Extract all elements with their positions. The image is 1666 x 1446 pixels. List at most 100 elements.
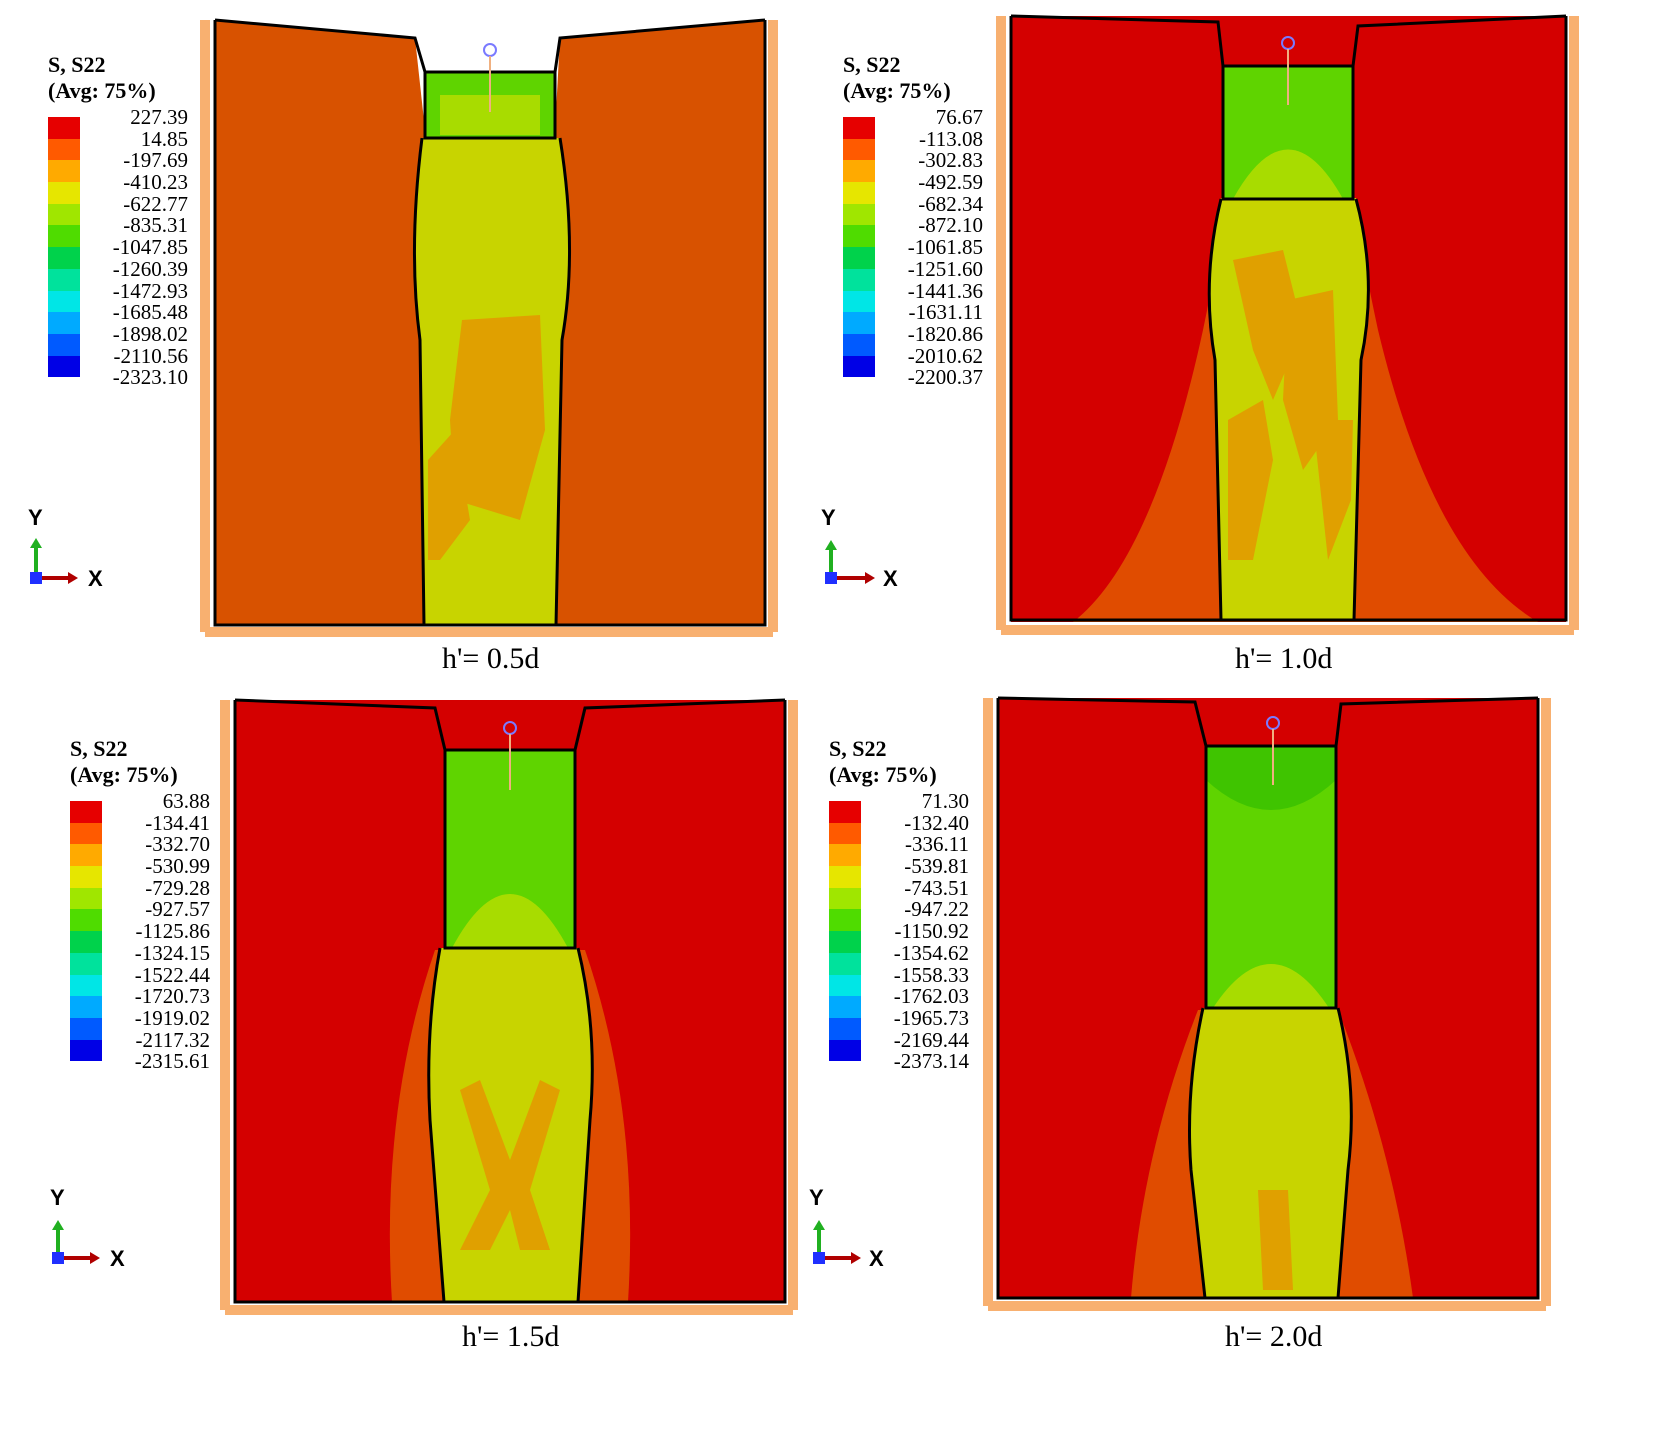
panel-h15: S, S22 (Avg: 75%) 63.88 -134.41 -332.70 … <box>0 690 833 1413</box>
legend-swatch <box>843 312 875 334</box>
legend-value: -1631.11 <box>908 300 983 325</box>
legend-swatch <box>70 952 102 975</box>
legend-value: -1919.02 <box>134 1005 210 1030</box>
panel-caption: h'= 1.0d <box>1235 642 1333 675</box>
axis-y-label: Y <box>28 505 43 530</box>
axis-x-label: X <box>883 566 898 591</box>
legend-swatch <box>48 312 80 334</box>
legend-value: -2010.62 <box>907 343 983 368</box>
legend-swatch <box>70 996 102 1018</box>
legend-value: -336.11 <box>905 832 969 857</box>
legend-swatch <box>48 333 80 356</box>
legend-swatch <box>70 866 102 888</box>
legend-value: -132.40 <box>904 810 969 835</box>
legend-value: -410.23 <box>123 170 188 195</box>
legend-value: -1558.33 <box>893 962 969 987</box>
legend-swatch <box>48 225 80 248</box>
panel-h05: S, S22 (Avg: 75%) 227.39 14.85 -197.69 -… <box>0 0 833 723</box>
contour-plot-h05 <box>30 18 778 637</box>
legend-value: -1820.86 <box>907 321 983 346</box>
legend-swatch <box>829 822 861 845</box>
legend-swatch <box>48 247 80 269</box>
legend-swatch <box>829 1017 861 1040</box>
legend-swatch <box>70 909 102 932</box>
legend-value: -302.83 <box>918 148 983 173</box>
axis-y-label: Y <box>821 505 836 530</box>
legend-value: 63.88 <box>162 789 210 813</box>
legend-value: -1260.39 <box>112 256 188 281</box>
axis-y-label: Y <box>50 1185 65 1210</box>
legend-value: 227.39 <box>130 105 188 129</box>
legend-swatch <box>70 1039 102 1062</box>
legend-swatch <box>70 931 102 953</box>
legend-value: -1472.93 <box>112 278 188 303</box>
axis-x-label: X <box>869 1246 884 1271</box>
legend-swatch <box>829 952 861 975</box>
soil-body-right <box>555 20 765 625</box>
load-marker <box>483 43 497 57</box>
legend-value: -539.81 <box>904 854 969 879</box>
legend-swatch <box>70 801 102 823</box>
legend-value: -2169.44 <box>893 1027 969 1052</box>
legend-subtitle: (Avg: 75%) <box>70 762 178 787</box>
legend-swatch <box>843 225 875 248</box>
legend-value: -872.10 <box>918 213 983 238</box>
legend-value: -492.59 <box>918 170 983 195</box>
legend-value: -134.41 <box>145 810 210 835</box>
legend-value: 76.67 <box>935 105 983 129</box>
contour-plot-h15 <box>52 698 798 1315</box>
legend-value: -2315.61 <box>134 1049 210 1074</box>
legend-value: -1251.60 <box>907 256 983 281</box>
legend-value: -2373.14 <box>893 1049 969 1074</box>
legend: S, S22 (Avg: 75%) 71.30 -132.40 -336.11 … <box>829 736 969 1072</box>
legend-value: -113.08 <box>919 126 983 151</box>
legend-value: -622.77 <box>123 191 188 216</box>
legend-value: -332.70 <box>145 832 210 857</box>
pile-lower <box>428 948 593 1302</box>
legend-value: -927.57 <box>145 897 210 922</box>
legend-value: -2117.32 <box>135 1027 210 1052</box>
legend-title: S, S22 <box>843 52 901 77</box>
legend-subtitle: (Avg: 75%) <box>48 78 156 103</box>
legend-value: -743.51 <box>904 875 969 900</box>
legend-value: -1047.85 <box>112 235 188 260</box>
legend-swatch <box>48 182 80 204</box>
legend-swatch <box>70 1017 102 1040</box>
legend-swatch <box>843 268 875 291</box>
legend-value: -530.99 <box>145 854 210 879</box>
legend-value: -1965.73 <box>893 1005 969 1030</box>
legend-colorbar <box>829 801 861 1062</box>
legend-swatch <box>829 866 861 888</box>
legend-swatch <box>843 355 875 378</box>
pile-darker-zone <box>450 315 545 520</box>
legend-swatch <box>829 974 861 997</box>
panel-caption: h'= 2.0d <box>1225 1320 1323 1353</box>
legend-value: -1125.86 <box>135 919 210 944</box>
legend: S, S22 (Avg: 75%) 76.67 -113.08 -302.83 … <box>843 52 983 388</box>
legend-subtitle: (Avg: 75%) <box>829 762 937 787</box>
legend-swatch <box>70 887 102 910</box>
legend-value: 71.30 <box>921 789 969 813</box>
legend-swatch <box>70 822 102 845</box>
axis-triad <box>825 540 837 584</box>
legend-swatch <box>843 247 875 269</box>
legend-swatch <box>829 801 861 823</box>
legend: S, S22 (Avg: 75%) 63.88 -134.41 -332.70 … <box>70 736 210 1072</box>
legend-value: -1720.73 <box>134 984 210 1009</box>
pile-lower <box>1189 1008 1352 1298</box>
legend-value: -835.31 <box>123 213 188 238</box>
legend-swatch <box>843 182 875 204</box>
legend-swatch <box>829 844 861 867</box>
legend-value: -1441.36 <box>907 278 983 303</box>
legend-swatch <box>829 887 861 910</box>
legend-value: -1762.03 <box>893 984 969 1009</box>
legend-colorbar <box>843 117 875 378</box>
legend-title: S, S22 <box>70 736 128 761</box>
legend-swatch <box>843 160 875 183</box>
legend-swatch <box>70 974 102 997</box>
legend: S, S22 (Avg: 75%) 227.39 14.85 -197.69 -… <box>48 52 188 388</box>
legend-swatch <box>829 931 861 953</box>
legend-value: -1061.85 <box>907 235 983 260</box>
axis-triad <box>813 1220 861 1264</box>
legend-value: -1898.02 <box>112 321 188 346</box>
